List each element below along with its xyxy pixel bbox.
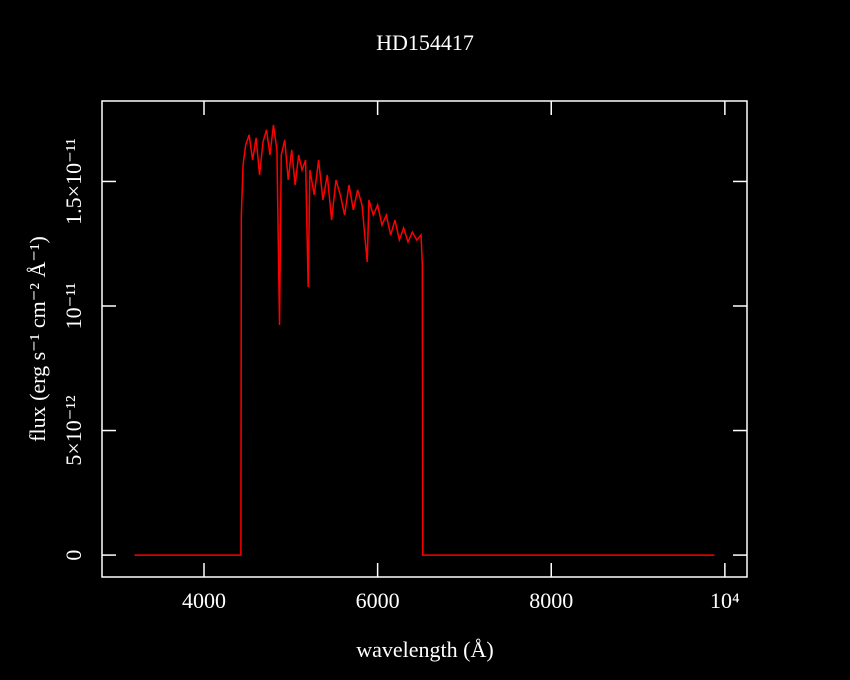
x-axis-label: wavelength (Å)	[356, 637, 493, 662]
plot-frame	[101, 100, 748, 578]
x-tick-label: 6000	[356, 588, 400, 613]
spectrum-line	[134, 124, 715, 556]
y-axis-label: flux (erg s⁻¹ cm⁻² Å⁻¹)	[25, 236, 50, 442]
x-tick-label: 4000	[182, 588, 226, 613]
y-tick-label: 5×10⁻¹²	[61, 395, 86, 466]
x-tick-label: 10⁴	[710, 588, 740, 613]
y-tick-label: 10⁻¹¹	[61, 283, 86, 330]
x-tick-label: 8000	[529, 588, 573, 613]
chart-title: HD154417	[376, 30, 474, 55]
y-tick-label: 1.5×10⁻¹¹	[61, 138, 86, 225]
y-tick-label: 0	[61, 550, 86, 561]
